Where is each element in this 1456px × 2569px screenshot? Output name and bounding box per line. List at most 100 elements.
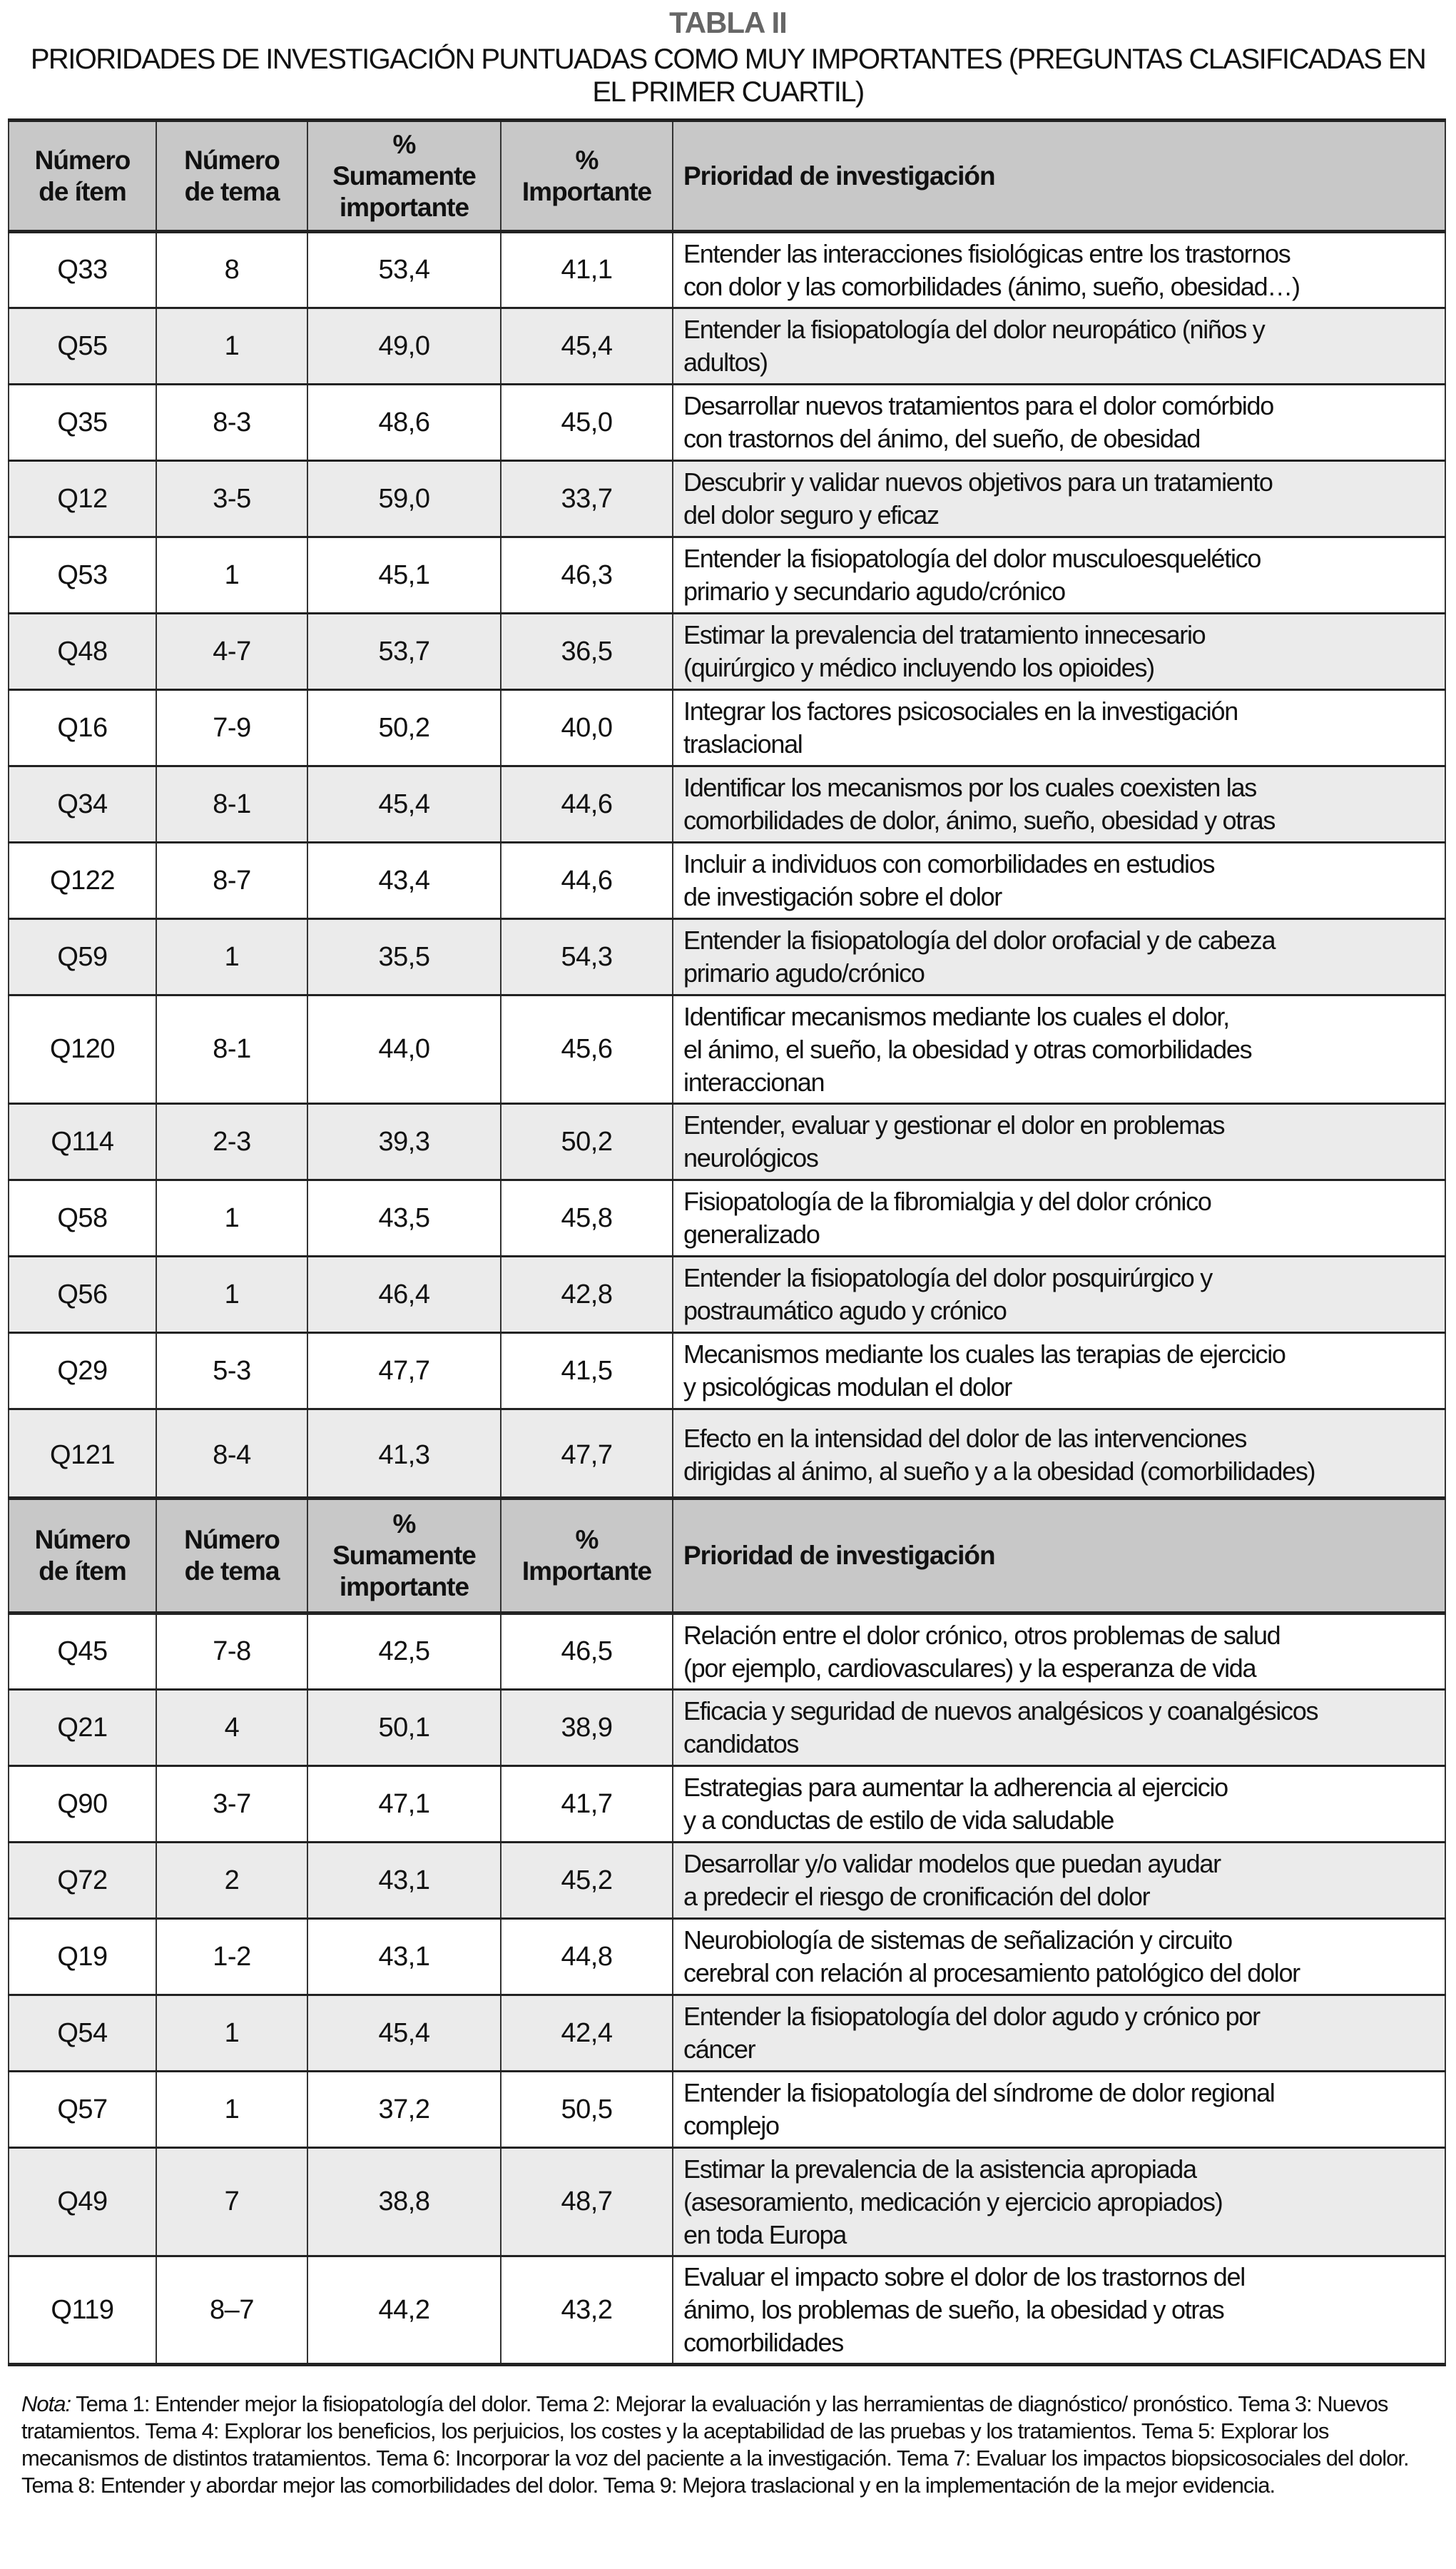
research-priority-cell: Neurobiología de sistemas de señalizació… <box>672 1917 1446 1996</box>
research-priority-cell: Identificar mecanismos mediante los cual… <box>672 994 1446 1105</box>
item-number-cell: Q35 <box>8 383 157 462</box>
research-priority-cell: Entender la fisiopatología del dolor pos… <box>672 1255 1446 1334</box>
important-pct-cell: 41,7 <box>500 1765 673 1843</box>
theme-number-cell: 2 <box>156 1841 308 1920</box>
extremely-important-pct-cell: 38,8 <box>307 2147 502 2257</box>
theme-number-cell: 7-9 <box>156 689 308 767</box>
theme-number-cell: 3-5 <box>156 460 308 538</box>
table-row: Q12 3-5 59,0 33,7 Descubrir y validar nuevos… <box>8 460 1446 538</box>
table-row: Q122 8-7 43,4 44,6 Incluir a individuos con … <box>8 841 1446 920</box>
theme-number-cell: 5-3 <box>156 1332 308 1410</box>
theme-number-cell: 8-4 <box>156 1408 308 1501</box>
item-number-cell: Q34 <box>8 765 157 843</box>
item-number-cell: Q55 <box>8 307 157 385</box>
header-row: Número de ítem Número de tema % Sumament… <box>8 118 1446 233</box>
important-pct-cell: 45,2 <box>500 1841 673 1920</box>
item-number-cell: Q48 <box>8 612 157 691</box>
item-number-cell: Q12 <box>8 460 157 538</box>
research-priority-cell: Estrategias para aumentar la adherencia … <box>672 1765 1446 1843</box>
theme-number-cell: 8-1 <box>156 765 308 843</box>
important-pct-cell: 43,2 <box>500 2255 673 2366</box>
header-item-number: Número de ítem <box>8 1496 157 1615</box>
theme-number-cell: 1 <box>156 918 308 996</box>
item-number-cell: Q33 <box>8 230 157 309</box>
table-row: Q114 2-3 39,3 50,2 Entender, evaluar y gesti… <box>8 1103 1446 1181</box>
extremely-important-pct-cell: 45,4 <box>307 1994 502 2072</box>
item-number-cell: Q21 <box>8 1688 157 1767</box>
research-priority-cell: Entender las interacciones fisiológicas … <box>672 230 1446 309</box>
extremely-important-pct-cell: 49,0 <box>307 307 502 385</box>
extremely-important-pct-cell: 53,4 <box>307 230 502 309</box>
theme-number-cell: 8-7 <box>156 841 308 920</box>
header-extremely-important: % Sumamente importante <box>307 118 502 233</box>
priorities-table-part-1: Número de ítem Número de tema % Sumament… <box>8 118 1446 1501</box>
extremely-important-pct-cell: 45,4 <box>307 765 502 843</box>
extremely-important-pct-cell: 47,7 <box>307 1332 502 1410</box>
table-row: Q49 7 38,8 48,7 Estimar la prevalencia de la… <box>8 2147 1446 2257</box>
important-pct-cell: 44,6 <box>500 765 673 843</box>
extremely-important-pct-cell: 47,1 <box>307 1765 502 1843</box>
item-number-cell: Q29 <box>8 1332 157 1410</box>
extremely-important-pct-cell: 43,1 <box>307 1917 502 1996</box>
table-row: Q121 8-4 41,3 47,7 Efecto en la intensidad d… <box>8 1408 1446 1501</box>
table-row: Q120 8-1 44,0 45,6 Identificar mecanismos me… <box>8 994 1446 1105</box>
theme-number-cell: 1 <box>156 2070 308 2149</box>
theme-number-cell: 8-1 <box>156 994 308 1105</box>
item-number-cell: Q121 <box>8 1408 157 1501</box>
item-number-cell: Q72 <box>8 1841 157 1920</box>
important-pct-cell: 45,6 <box>500 994 673 1105</box>
extremely-important-pct-cell: 43,5 <box>307 1179 502 1257</box>
extremely-important-pct-cell: 43,1 <box>307 1841 502 1920</box>
important-pct-cell: 40,0 <box>500 689 673 767</box>
header-theme-number: Número de tema <box>156 118 308 233</box>
important-pct-cell: 54,3 <box>500 918 673 996</box>
important-pct-cell: 44,8 <box>500 1917 673 1996</box>
item-number-cell: Q58 <box>8 1179 157 1257</box>
table-row: Q29 5-3 47,7 41,5 Mecanismos mediante los cu… <box>8 1332 1446 1410</box>
header-item-number: Número de ítem <box>8 118 157 233</box>
research-priority-cell: Desarrollar nuevos tratamientos para el … <box>672 383 1446 462</box>
important-pct-cell: 33,7 <box>500 460 673 538</box>
theme-number-cell: 1-2 <box>156 1917 308 1996</box>
table-row: Q45 7-8 42,5 46,5 Relación entre el dolor cr… <box>8 1612 1446 1691</box>
extremely-important-pct-cell: 46,4 <box>307 1255 502 1334</box>
research-priority-cell: Descubrir y validar nuevos objetivos par… <box>672 460 1446 538</box>
research-priority-cell: Entender la fisiopatología del dolor agu… <box>672 1994 1446 2072</box>
priorities-table-part-2: Número de ítem Número de tema % Sumament… <box>8 1496 1446 2366</box>
table-title: TABLA II <box>669 6 788 39</box>
item-number-cell: Q56 <box>8 1255 157 1334</box>
item-number-cell: Q120 <box>8 994 157 1105</box>
extremely-important-pct-cell: 44,2 <box>307 2255 502 2366</box>
table-row: Q35 8-3 48,6 45,0 Desarrollar nuevos tratami… <box>8 383 1446 462</box>
item-number-cell: Q57 <box>8 2070 157 2149</box>
extremely-important-pct-cell: 41,3 <box>307 1408 502 1501</box>
extremely-important-pct-cell: 44,0 <box>307 994 502 1105</box>
item-number-cell: Q122 <box>8 841 157 920</box>
theme-number-cell: 1 <box>156 1179 308 1257</box>
theme-number-cell: 7 <box>156 2147 308 2257</box>
header-research-priority: Prioridad de investigación <box>672 118 1446 233</box>
important-pct-cell: 46,5 <box>500 1612 673 1691</box>
item-number-cell: Q16 <box>8 689 157 767</box>
extremely-important-pct-cell: 53,7 <box>307 612 502 691</box>
table-row: Q90 3-7 47,1 41,7 Estrategias para aumentar … <box>8 1765 1446 1843</box>
theme-number-cell: 8 <box>156 230 308 309</box>
research-priority-cell: Mecanismos mediante los cuales las terap… <box>672 1332 1446 1410</box>
important-pct-cell: 41,1 <box>500 230 673 309</box>
research-priority-cell: Entender, evaluar y gestionar el dolor e… <box>672 1103 1446 1181</box>
important-pct-cell: 44,6 <box>500 841 673 920</box>
important-pct-cell: 45,4 <box>500 307 673 385</box>
table-row: Q55 1 49,0 45,4 Entender la fisiopatología d… <box>8 307 1446 385</box>
important-pct-cell: 45,0 <box>500 383 673 462</box>
theme-number-cell: 1 <box>156 1994 308 2072</box>
table-row: Q56 1 46,4 42,8 Entender la fisiopatología d… <box>8 1255 1446 1334</box>
item-number-cell: Q19 <box>8 1917 157 1996</box>
extremely-important-pct-cell: 50,2 <box>307 689 502 767</box>
theme-number-cell: 1 <box>156 307 308 385</box>
extremely-important-pct-cell: 48,6 <box>307 383 502 462</box>
header-research-priority: Prioridad de investigación <box>672 1496 1446 1615</box>
theme-number-cell: 7-8 <box>156 1612 308 1691</box>
table-row: Q34 8-1 45,4 44,6 Identificar los mecanismos… <box>8 765 1446 843</box>
theme-number-cell: 8-3 <box>156 383 308 462</box>
table-row: Q33 8 53,4 41,1 Entender las interacciones f… <box>8 230 1446 309</box>
